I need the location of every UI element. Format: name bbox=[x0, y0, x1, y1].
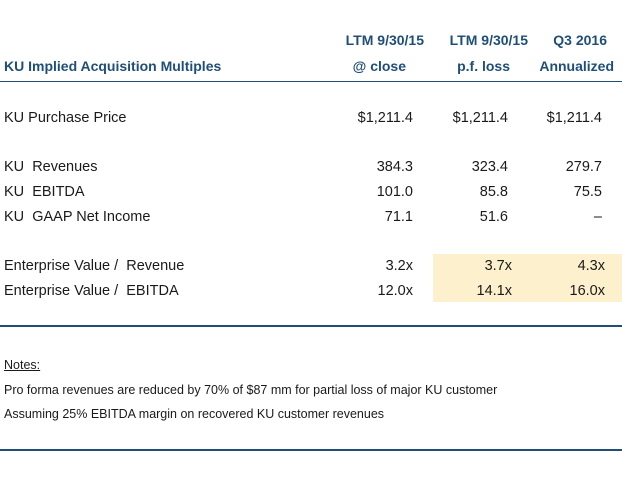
column-header-pf-loss-line2: p.f. loss bbox=[457, 58, 510, 74]
column-header-q3-line1: Q3 2016 bbox=[553, 32, 607, 48]
cell-ebitda-annualized: 75.5 bbox=[573, 184, 602, 200]
cell-net-income-pf-loss: 51.6 bbox=[479, 209, 508, 225]
column-header-ltm-close-line2: @ close bbox=[352, 58, 406, 74]
cell-ev-revenue-annualized: 4.3x bbox=[577, 258, 605, 274]
row-label-ebitda: KU EBITDA bbox=[4, 184, 85, 200]
cell-purchase-price-close: $1,211.4 bbox=[357, 110, 413, 126]
cell-ev-ebitda-annualized: 16.0x bbox=[569, 283, 605, 299]
row-label-net-income: KU GAAP Net Income bbox=[4, 209, 151, 225]
cell-ev-revenue-pf-loss: 3.7x bbox=[484, 258, 512, 274]
cell-ev-ebitda-close: 12.0x bbox=[377, 283, 413, 299]
note-item: Assuming 25% EBITDA margin on recovered … bbox=[4, 407, 385, 421]
column-header-pf-loss-line1: LTM 9/30/15 bbox=[449, 32, 528, 48]
notes-heading: Notes: bbox=[4, 358, 41, 372]
cell-revenues-pf-loss: 323.4 bbox=[471, 159, 508, 175]
cell-ev-revenue-close: 3.2x bbox=[385, 258, 413, 274]
header-underline bbox=[0, 81, 622, 82]
cell-net-income-close: 71.1 bbox=[384, 209, 413, 225]
row-label-ev-revenue: Enterprise Value / Revenue bbox=[4, 258, 185, 274]
row-label-revenues: KU Revenues bbox=[4, 159, 98, 175]
cell-ebitda-close: 101.0 bbox=[376, 184, 413, 200]
pro-forma-highlight bbox=[433, 254, 622, 302]
table-bottom-rule bbox=[0, 325, 622, 327]
cell-revenues-close: 384.3 bbox=[376, 159, 413, 175]
cell-purchase-price-annualized: $1,211.4 bbox=[546, 110, 602, 126]
cell-ev-ebitda-pf-loss: 14.1x bbox=[476, 283, 512, 299]
column-header-q3-line2: Annualized bbox=[539, 58, 614, 74]
row-label-ev-ebitda: Enterprise Value / EBITDA bbox=[4, 283, 179, 299]
cell-net-income-annualized: – bbox=[593, 209, 602, 225]
cell-ebitda-pf-loss: 85.8 bbox=[479, 184, 508, 200]
note-item: Pro forma revenues are reduced by 70% of… bbox=[4, 383, 498, 397]
column-header-ltm-close-line1: LTM 9/30/15 bbox=[345, 32, 424, 48]
cell-revenues-annualized: 279.7 bbox=[565, 159, 602, 175]
page-bottom-rule bbox=[0, 449, 622, 451]
row-label-purchase-price: KU Purchase Price bbox=[4, 110, 127, 126]
page-title: KU Implied Acquisition Multiples bbox=[4, 58, 222, 74]
cell-purchase-price-pf-loss: $1,211.4 bbox=[452, 110, 508, 126]
